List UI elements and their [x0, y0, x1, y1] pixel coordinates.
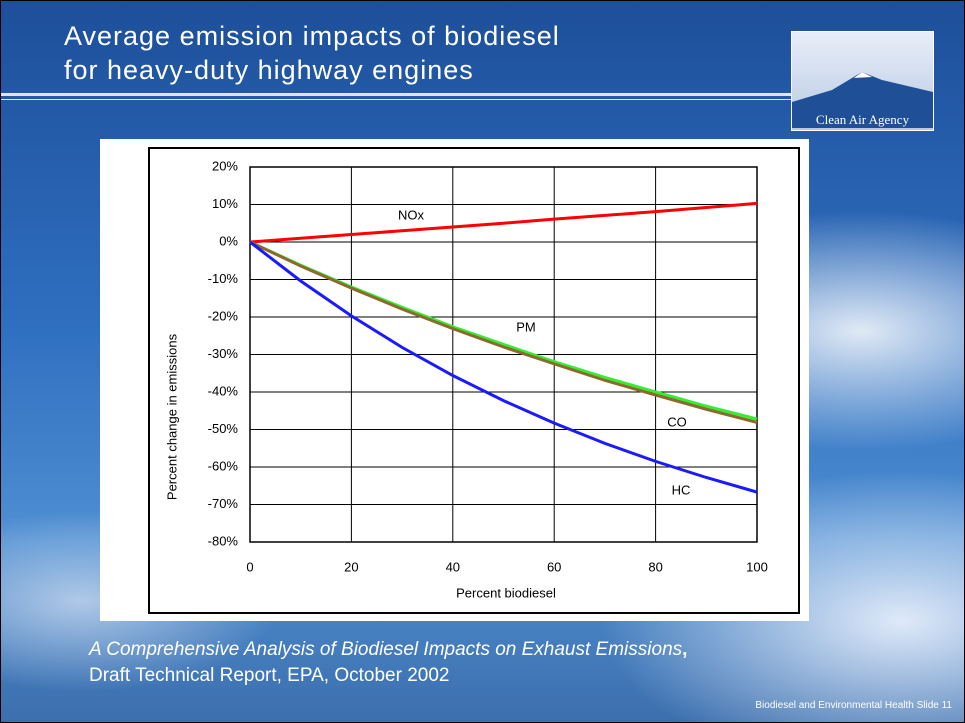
- y-tick-label: 0%: [219, 233, 238, 248]
- y-tick-label: 20%: [212, 158, 238, 173]
- y-tick-label: -10%: [208, 271, 239, 286]
- logo: Clean Air Agency: [791, 31, 934, 131]
- x-tick-label: 100: [746, 559, 768, 574]
- logo-text: Clean Air Agency: [792, 112, 933, 128]
- series-label: PM: [516, 319, 536, 334]
- y-tick-label: -70%: [208, 496, 239, 511]
- x-tick-label: 60: [547, 559, 561, 574]
- citation-details: Draft Technical Report, EPA, October 200…: [89, 665, 449, 687]
- slide: Average emission impacts of biodiesel fo…: [0, 0, 965, 723]
- series-line: [250, 242, 757, 422]
- y-tick-label: -30%: [208, 346, 239, 361]
- y-tick-label: -50%: [208, 421, 239, 436]
- title-rule: [1, 93, 791, 96]
- y-tick-label: -80%: [208, 533, 239, 548]
- series-label: CO: [667, 414, 687, 429]
- x-tick-label: 80: [648, 559, 662, 574]
- chart: Percent change in emissions Percent biod…: [100, 139, 809, 621]
- x-axis-label: Percent biodiesel: [456, 585, 556, 600]
- logo-mountain: [792, 32, 933, 112]
- x-tick-label: 40: [446, 559, 460, 574]
- y-tick-label: -60%: [208, 458, 239, 473]
- y-tick-label: -40%: [208, 383, 239, 398]
- title-rule: [1, 99, 791, 100]
- x-tick-label: 20: [344, 559, 358, 574]
- y-axis-label: Percent change in emissions: [164, 333, 179, 500]
- series-label: HC: [672, 482, 691, 497]
- slide-title: Average emission impacts of biodiesel: [64, 21, 560, 52]
- slide-title: for heavy-duty highway engines: [64, 55, 474, 86]
- y-tick-label: -20%: [208, 308, 239, 323]
- y-tick-label: 10%: [212, 196, 238, 211]
- series-label: NOx: [398, 207, 425, 222]
- footer: Biodiesel and Environmental Health Slide…: [755, 700, 952, 711]
- chart-frame: Percent change in emissions Percent biod…: [100, 139, 809, 621]
- x-tick-label: 0: [246, 559, 253, 574]
- series-line: [250, 203, 757, 242]
- chart-border: [149, 148, 799, 613]
- citation-title: A Comprehensive Analysis of Biodiesel Im…: [89, 639, 682, 660]
- citation-separator: ,: [682, 639, 687, 660]
